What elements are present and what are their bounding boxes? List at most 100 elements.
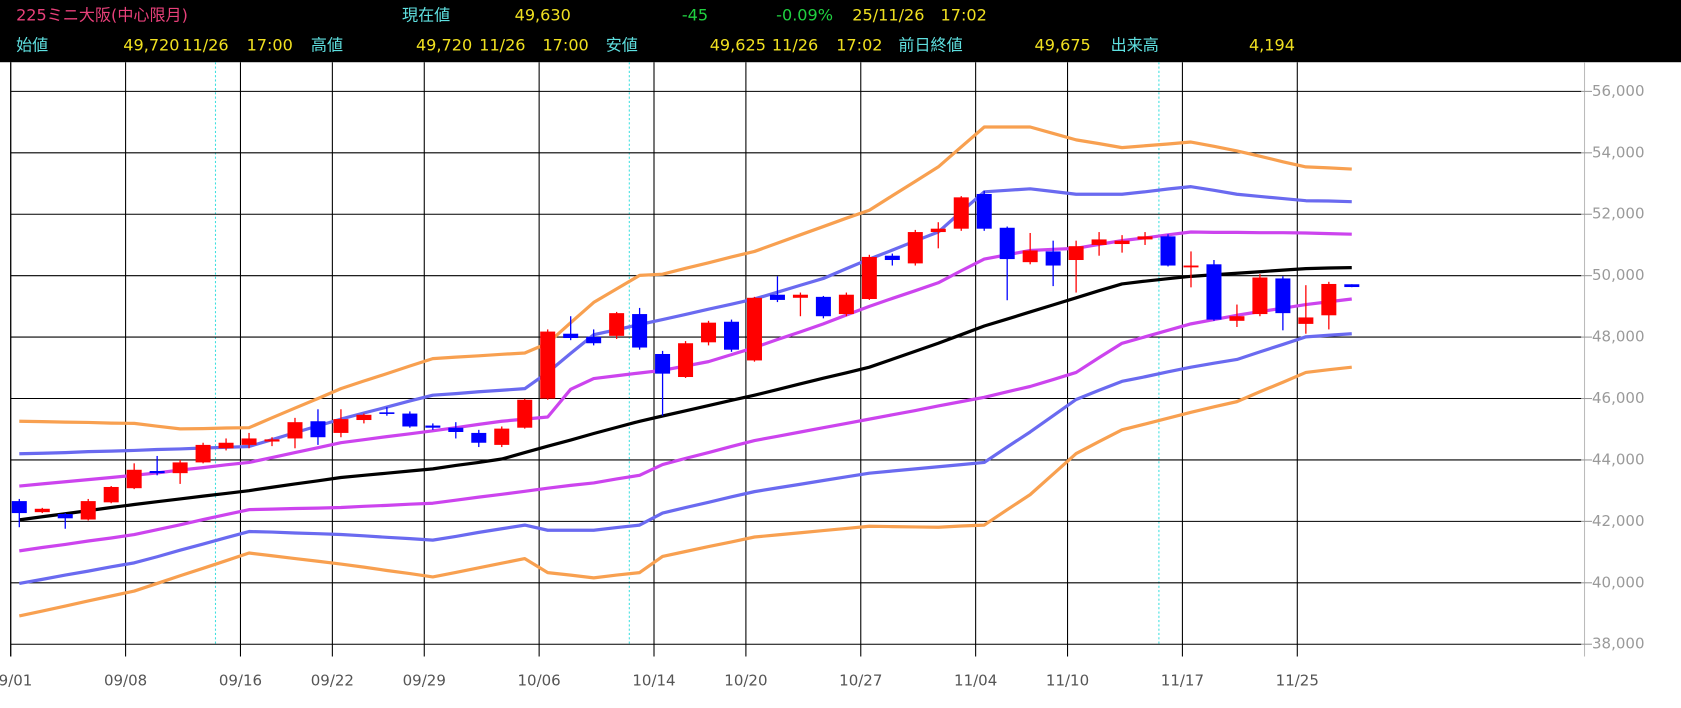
low: 49,625 [710,36,766,55]
low-label: 安値 [606,36,638,55]
candle-body [1160,236,1176,266]
candle-body [815,296,831,317]
candle-body [218,442,234,449]
prev-close-label: 前日終値 [898,36,962,55]
candle-body [333,419,349,433]
candle-body [287,422,303,439]
open-date: 11/26 [182,36,228,55]
candle-body [402,413,418,427]
candle-body [586,336,602,344]
candle-body [953,197,969,229]
band-line [19,332,1352,586]
x-tick-label: 09/16 [219,672,262,690]
candle-body [471,432,487,443]
candle-body [632,314,648,348]
candle-body [1252,277,1268,315]
price-label: 現在値 [402,6,450,25]
y-tick-label: 48,000 [1592,328,1644,346]
prev-close: 49,675 [1035,36,1091,55]
candle-body [379,412,395,414]
candle-body [1022,250,1038,263]
datetime: 25/11/26 17:02 [852,6,987,25]
candle-body [356,414,372,421]
low-time: 17:02 [836,36,882,55]
candle-body [907,232,923,264]
x-tick-label: 10/27 [839,672,882,690]
header-bar [0,0,1681,63]
candle-body [1045,251,1061,266]
price: 49,630 [515,6,571,25]
x-tick-label: 11/17 [1161,672,1204,690]
candle-body [103,486,119,503]
x-tick-label: 10/06 [518,672,561,690]
candle-body [80,501,96,520]
band-line [19,266,1352,522]
candle-body [517,399,533,428]
candle-body [1298,317,1314,324]
candle-body [241,438,257,445]
candle-body [1068,246,1084,261]
y-tick-label: 54,000 [1592,143,1644,161]
open-label: 始値 [16,36,48,55]
candle-body [723,321,740,350]
candle-body [1321,283,1337,316]
candle-body [1091,239,1107,245]
candle-body [976,193,992,229]
candle-body [1114,240,1130,245]
candle-body [655,353,671,374]
y-tick-label: 50,000 [1592,266,1644,284]
change: -45 [682,6,708,25]
y-tick-label: 46,000 [1592,389,1644,407]
candle-body [425,425,441,428]
x-tick-label: 09/08 [104,672,147,690]
candle-body [861,256,877,300]
open-time: 17:00 [247,36,293,55]
y-tick-label: 42,000 [1592,512,1644,530]
high-date: 11/26 [479,36,525,55]
candle-body [1183,265,1199,268]
candle-body [172,462,188,474]
x-tick-label: 11/10 [1046,672,1089,690]
high-label: 高値 [311,36,343,55]
y-tick-label: 40,000 [1592,573,1644,591]
candle-body [701,322,717,343]
candle-body [34,508,50,513]
candle-body [540,331,556,399]
volume-label: 出来高 [1111,36,1159,55]
candle-body [1229,316,1245,321]
band-line [19,185,1352,456]
y-tick-label: 52,000 [1592,205,1644,223]
candle-body [1275,278,1291,314]
high-time: 17:00 [542,36,588,55]
high: 49,720 [416,36,472,55]
candle-body [264,439,280,442]
candle-body [149,471,165,474]
x-tick-label: 10/20 [724,672,767,690]
candle-body [448,427,464,432]
open: 49,720 [123,36,179,55]
candle-body [838,294,854,315]
candle-body [195,444,211,463]
y-tick-label: 38,000 [1592,635,1644,653]
candle-body [494,428,510,445]
candle-body [792,294,808,298]
candle-body [746,297,762,361]
candle-body [563,333,579,339]
y-tick-label: 56,000 [1592,82,1644,100]
x-tick-label: 09/22 [311,672,354,690]
x-tick-label: 09/01 [0,672,32,690]
x-tick-label: 10/14 [632,672,675,690]
candle-body [609,313,625,336]
candle-body [930,228,946,233]
candle-body [310,421,326,438]
x-tick-label: 11/25 [1276,672,1319,690]
candle-body [1206,264,1222,320]
candle-body [126,469,142,489]
low-date: 11/26 [772,36,818,55]
band-line [18,365,1352,618]
band-line [19,125,1352,431]
x-tick-label: 09/29 [403,672,446,690]
change-pct: -0.09% [776,6,833,25]
